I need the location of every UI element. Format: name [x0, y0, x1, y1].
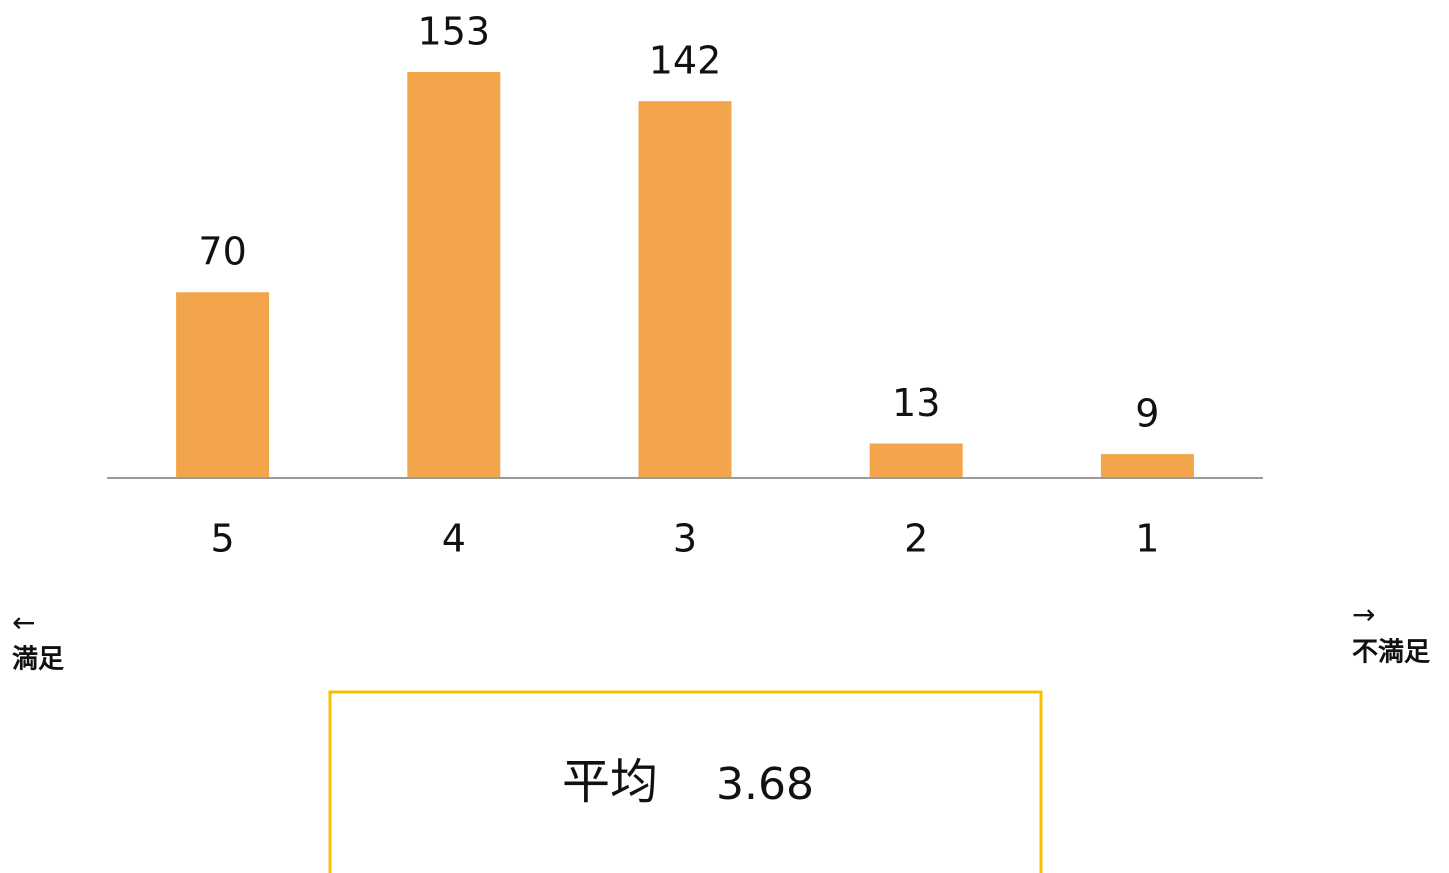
x-tick-label: 4: [442, 517, 466, 561]
data-label: 70: [198, 230, 246, 274]
average-box: [328, 690, 1043, 873]
bar: [869, 443, 963, 478]
data-label: 153: [418, 10, 491, 54]
right-arrow: →: [1352, 598, 1375, 631]
bar: [407, 72, 501, 478]
bar: [638, 101, 732, 478]
average-label: 平均: [562, 754, 658, 810]
x-tick-label: 1: [1135, 517, 1159, 561]
left-label: 満足: [12, 645, 64, 675]
data-label: 142: [649, 39, 722, 83]
data-label: 13: [892, 381, 940, 425]
average-value: 3.68: [716, 759, 814, 810]
data-label: 9: [1135, 392, 1159, 436]
x-tick-label: 2: [904, 517, 928, 561]
bar: [1100, 454, 1194, 478]
bar: [176, 292, 270, 478]
right-label: 不満足: [1352, 638, 1430, 668]
x-tick-label: 5: [211, 517, 235, 561]
x-tick-label: 3: [673, 517, 697, 561]
left-arrow: ←: [12, 606, 35, 639]
